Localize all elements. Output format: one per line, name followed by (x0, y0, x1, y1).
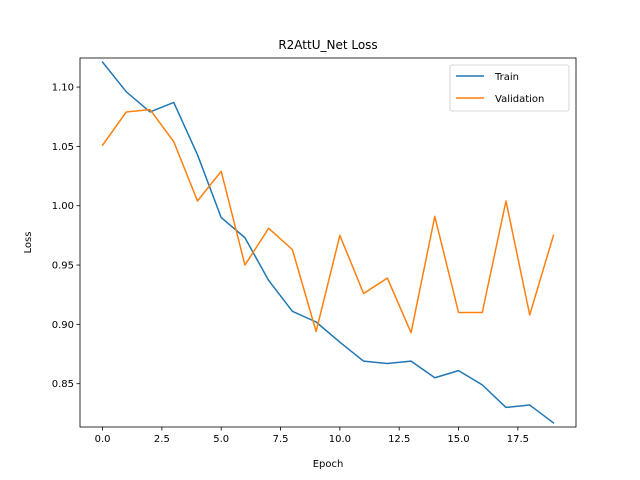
plot-area (80, 58, 576, 427)
legend-label-validation: Validation (495, 94, 544, 105)
y-tick-label: 0.90 (52, 320, 74, 331)
y-tick-label: 0.95 (52, 261, 74, 272)
legend-label-train: Train (494, 72, 519, 83)
plot-frame (79, 57, 577, 428)
x-tick-label: 12.5 (388, 434, 410, 445)
x-tick-label: 15.0 (447, 434, 469, 445)
x-tick-label: 5.0 (213, 434, 229, 445)
x-tick-label: 0.0 (95, 434, 111, 445)
chart-title: R2AttU_Net Loss (278, 38, 377, 52)
x-axis-ticks: 0.0 2.5 5.0 7.5 10.0 12.5 15.0 17.5 (95, 427, 529, 445)
y-tick-label: 1.00 (52, 201, 74, 212)
x-tick-label: 2.5 (154, 434, 170, 445)
y-axis-ticks: 0.85 0.90 0.95 1.00 1.05 1.10 (52, 83, 80, 390)
series-layer (101, 61, 555, 424)
x-tick-label: 7.5 (273, 434, 289, 445)
y-tick-label: 0.85 (52, 379, 74, 390)
series-line-train (101, 61, 555, 424)
y-tick-label: 1.10 (52, 83, 74, 94)
x-tick-label: 10.0 (329, 434, 351, 445)
legend: Train Validation (449, 64, 570, 112)
y-tick-label: 1.05 (52, 142, 74, 153)
series-line-validation (101, 108, 555, 334)
x-tick-label: 17.5 (507, 434, 529, 445)
x-axis-label: Epoch (313, 459, 344, 470)
y-axis-label: Loss (23, 232, 34, 254)
